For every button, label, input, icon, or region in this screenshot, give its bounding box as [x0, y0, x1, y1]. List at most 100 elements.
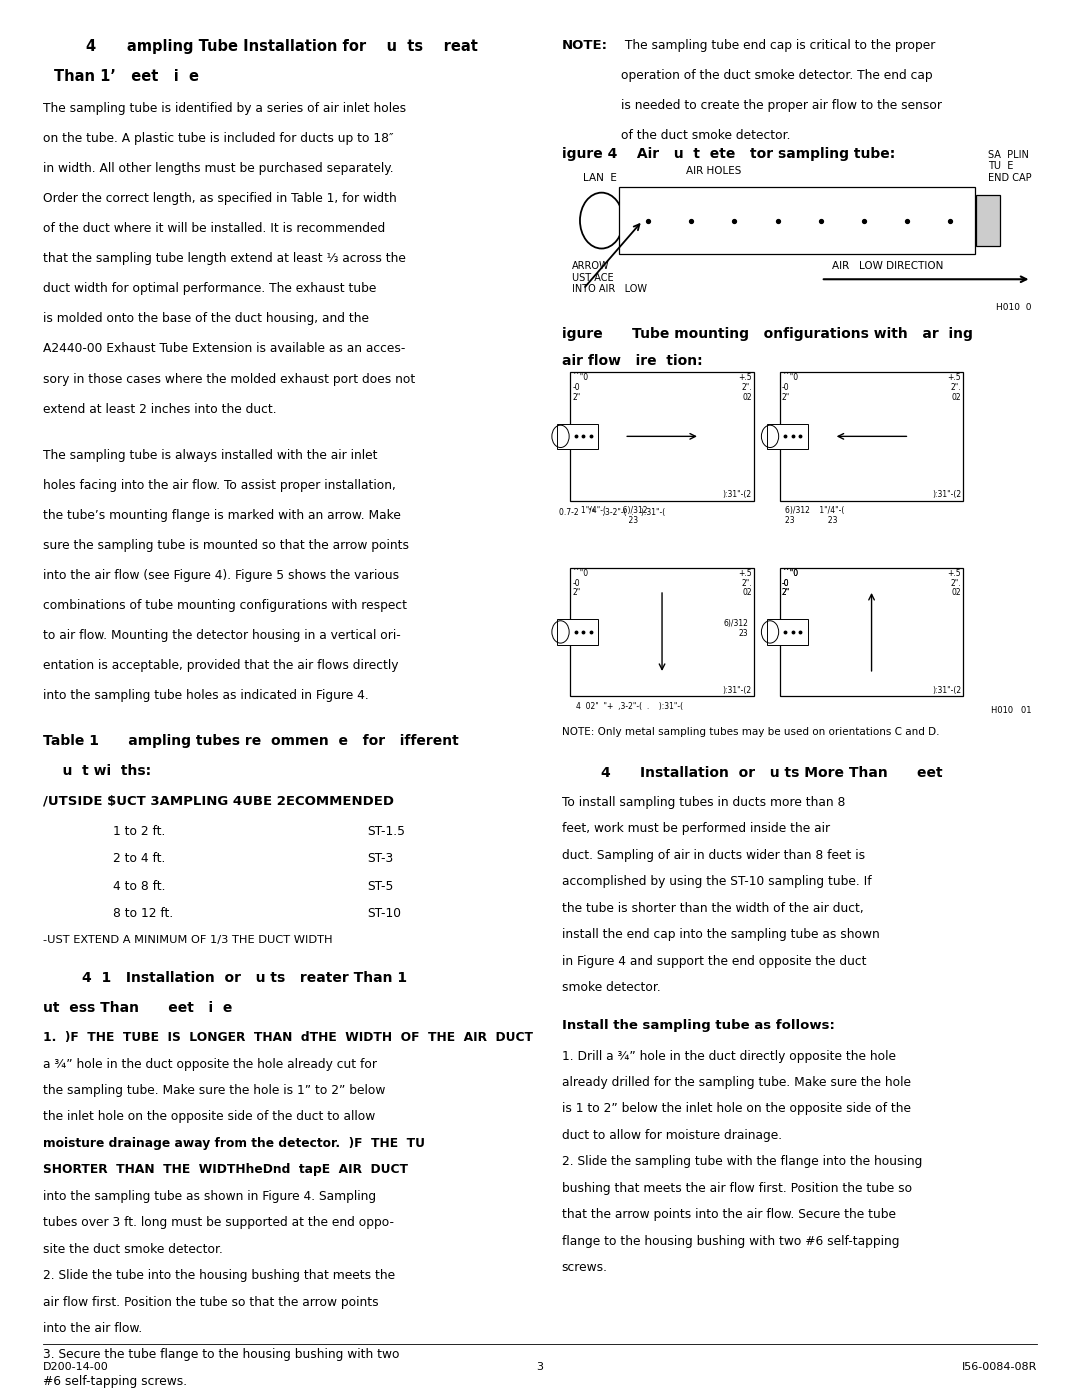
- Text: ):31"-(2: ):31"-(2: [723, 686, 752, 694]
- Text: 0.7-2    "*   ,3-2"-(  .   ):31"-(: 0.7-2 "* ,3-2"-( . ):31"-(: [559, 507, 671, 517]
- Text: the tube’s mounting flange is marked with an arrow. Make: the tube’s mounting flange is marked wit…: [43, 509, 401, 522]
- Text: air flow   ire  tion:: air flow ire tion:: [562, 353, 702, 367]
- Text: on the tube. A plastic tube is included for ducts up to 18″: on the tube. A plastic tube is included …: [43, 133, 394, 145]
- Text: 4  02"  "+  ,3-2"-(  .    ):31"-(: 4 02" "+ ,3-2"-( . ):31"-(: [576, 701, 688, 711]
- Text: that the arrow points into the air flow. Secure the tube: that the arrow points into the air flow.…: [562, 1208, 895, 1221]
- Text: in Figure 4 and support the end opposite the duct: in Figure 4 and support the end opposite…: [562, 954, 866, 968]
- Text: ``"0
-0
2": ``"0 -0 2": [782, 569, 798, 598]
- Text: +.5
2".
02: +.5 2". 02: [738, 569, 752, 598]
- Text: extend at least 2 inches into the duct.: extend at least 2 inches into the duct.: [43, 402, 276, 415]
- Text: sure the sampling tube is mounted so that the arrow points: sure the sampling tube is mounted so tha…: [43, 539, 409, 552]
- Text: #6 self-tapping screws.: #6 self-tapping screws.: [43, 1375, 187, 1387]
- Text: ``"0
-0
2": ``"0 -0 2": [782, 569, 798, 598]
- Text: ):31"-(2: ):31"-(2: [932, 490, 961, 499]
- Bar: [780, 567, 963, 696]
- Text: H010  0: H010 0: [996, 303, 1031, 312]
- Bar: [780, 372, 963, 500]
- Text: ut  ess Than      eet   i  e: ut ess Than eet i e: [43, 1002, 232, 1016]
- Text: ST-1.5: ST-1.5: [367, 824, 405, 838]
- Text: ``"0
-0
2": ``"0 -0 2": [572, 373, 589, 402]
- Text: 6)/312    1"/4"-(
23              23: 6)/312 1"/4"-( 23 23: [785, 506, 845, 525]
- Text: D200-14-00: D200-14-00: [43, 1362, 109, 1372]
- Text: 2 to 4 ft.: 2 to 4 ft.: [113, 852, 165, 865]
- Text: is molded onto the base of the duct housing, and the: is molded onto the base of the duct hous…: [43, 313, 369, 326]
- Text: flange to the housing bushing with two #6 self-tapping: flange to the housing bushing with two #…: [562, 1235, 899, 1248]
- Text: that the sampling tube length extend at least ⅓ across the: that the sampling tube length extend at …: [43, 253, 406, 265]
- Text: of the duct smoke detector.: of the duct smoke detector.: [621, 129, 791, 142]
- Text: +.5
2".
02: +.5 2". 02: [947, 569, 961, 598]
- Text: H010   01: H010 01: [990, 705, 1031, 715]
- Text: The sampling tube is always installed with the air inlet: The sampling tube is always installed wi…: [43, 448, 378, 462]
- Text: ST-3: ST-3: [367, 852, 393, 865]
- Text: 3: 3: [537, 1362, 543, 1372]
- Text: entation is acceptable, provided that the air flows directly: entation is acceptable, provided that th…: [43, 659, 399, 672]
- Bar: [557, 619, 598, 644]
- Text: a ¾” hole in the duct opposite the hole already cut for: a ¾” hole in the duct opposite the hole …: [43, 1058, 377, 1070]
- Text: the inlet hole on the opposite side of the duct to allow: the inlet hole on the opposite side of t…: [43, 1111, 376, 1123]
- Text: moisture drainage away from the detector.  )F  THE  TU: moisture drainage away from the detector…: [43, 1137, 426, 1150]
- Text: 4  1   Installation  or   u ts   reater Than 1: 4 1 Installation or u ts reater Than 1: [43, 971, 407, 985]
- Text: air flow first. Position the tube so that the arrow points: air flow first. Position the tube so tha…: [43, 1295, 379, 1309]
- Text: into the air flow.: into the air flow.: [43, 1322, 143, 1336]
- Text: SA  PLIN
TU  E
END CAP: SA PLIN TU E END CAP: [988, 149, 1031, 183]
- Text: NOTE:: NOTE:: [562, 39, 608, 52]
- Text: 1. Drill a ¾” hole in the duct directly opposite the hole: 1. Drill a ¾” hole in the duct directly …: [562, 1049, 895, 1063]
- Bar: [767, 423, 808, 448]
- Bar: [767, 619, 808, 644]
- Bar: [976, 196, 1000, 246]
- Text: 1.  )F  THE  TUBE  IS  LONGER  THAN  dTHE  WIDTH  OF  THE  AIR  DUCT: 1. )F THE TUBE IS LONGER THAN dTHE WIDTH…: [43, 1031, 534, 1044]
- Text: 2. Slide the tube into the housing bushing that meets the: 2. Slide the tube into the housing bushi…: [43, 1268, 395, 1282]
- Text: ):31"-(2: ):31"-(2: [932, 686, 961, 694]
- Bar: [570, 567, 754, 696]
- Text: into the sampling tube holes as indicated in Figure 4.: into the sampling tube holes as indicate…: [43, 689, 369, 703]
- Text: 1 to 2 ft.: 1 to 2 ft.: [113, 824, 165, 838]
- Text: -UST EXTEND A MINIMUM OF 1/3 THE DUCT WIDTH: -UST EXTEND A MINIMUM OF 1/3 THE DUCT WI…: [43, 935, 333, 946]
- Text: into the air flow (see Figure 4). Figure 5 shows the various: into the air flow (see Figure 4). Figure…: [43, 569, 400, 583]
- Text: bushing that meets the air flow first. Position the tube so: bushing that meets the air flow first. P…: [562, 1182, 912, 1194]
- Text: into the sampling tube as shown in Figure 4. Sampling: into the sampling tube as shown in Figur…: [43, 1190, 376, 1203]
- Text: sory in those cases where the molded exhaust port does not: sory in those cases where the molded exh…: [43, 373, 416, 386]
- Text: The sampling tube end cap is critical to the proper: The sampling tube end cap is critical to…: [621, 39, 935, 52]
- Text: To install sampling tubes in ducts more than 8: To install sampling tubes in ducts more …: [562, 796, 845, 809]
- Text: ):31"-(2: ):31"-(2: [723, 490, 752, 499]
- Text: duct width for optimal performance. The exhaust tube: duct width for optimal performance. The …: [43, 282, 377, 295]
- Text: u  t wi  ths:: u t wi ths:: [43, 764, 151, 778]
- Text: 4      Installation  or   u ts More Than      eet: 4 Installation or u ts More Than eet: [562, 766, 942, 780]
- Text: /UTSIDE $UCT 3AMPLING 4UBE 2ECOMMENDED: /UTSIDE $UCT 3AMPLING 4UBE 2ECOMMENDED: [43, 795, 394, 807]
- Text: accomplished by using the ST-10 sampling tube. If: accomplished by using the ST-10 sampling…: [562, 876, 872, 888]
- Bar: [619, 187, 975, 254]
- Text: 2. Slide the sampling tube with the flange into the housing: 2. Slide the sampling tube with the flan…: [562, 1155, 922, 1168]
- Text: is 1 to 2” below the inlet hole on the opposite side of the: is 1 to 2” below the inlet hole on the o…: [562, 1102, 910, 1115]
- Text: AIR   LOW DIRECTION: AIR LOW DIRECTION: [832, 261, 943, 271]
- Text: 1"/4"-(       6)/312
                    23: 1"/4"-( 6)/312 23: [581, 506, 648, 525]
- Text: smoke detector.: smoke detector.: [562, 981, 660, 995]
- Text: to air flow. Mounting the detector housing in a vertical ori-: to air flow. Mounting the detector housi…: [43, 629, 401, 643]
- Text: SHORTER  THAN  THE  WIDTHheDnd  tapE  AIR  DUCT: SHORTER THAN THE WIDTHheDnd tapE AIR DUC…: [43, 1164, 408, 1176]
- Text: A2440-00 Exhaust Tube Extension is available as an acces-: A2440-00 Exhaust Tube Extension is avail…: [43, 342, 406, 355]
- Text: ``"0
-0
2": ``"0 -0 2": [572, 569, 589, 598]
- Text: the tube is shorter than the width of the air duct,: the tube is shorter than the width of th…: [562, 901, 863, 915]
- Text: feet, work must be performed inside the air: feet, work must be performed inside the …: [562, 823, 829, 835]
- Text: 6)/312
23: 6)/312 23: [724, 619, 748, 638]
- Text: 8 to 12 ft.: 8 to 12 ft.: [113, 908, 174, 921]
- Text: screws.: screws.: [562, 1261, 608, 1274]
- Text: +.5
2".
02: +.5 2". 02: [947, 373, 961, 402]
- Text: already drilled for the sampling tube. Make sure the hole: already drilled for the sampling tube. M…: [562, 1076, 910, 1088]
- Text: site the duct smoke detector.: site the duct smoke detector.: [43, 1243, 224, 1256]
- Text: NOTE: Only metal sampling tubes may be used on orientations C and D.: NOTE: Only metal sampling tubes may be u…: [562, 726, 940, 738]
- Bar: [557, 423, 598, 448]
- Text: Than 1’   eet   i  e: Than 1’ eet i e: [54, 68, 199, 84]
- Text: 3. Secure the tube flange to the housing bushing with two: 3. Secure the tube flange to the housing…: [43, 1348, 400, 1361]
- Text: The sampling tube is identified by a series of air inlet holes: The sampling tube is identified by a ser…: [43, 102, 406, 115]
- Text: Table 1      ampling tubes re  ommen  e   for   ifferent: Table 1 ampling tubes re ommen e for iff…: [43, 735, 459, 749]
- Text: igure      Tube mounting   onfigurations with   ar  ing: igure Tube mounting onfigurations with a…: [562, 327, 972, 341]
- Text: LAN  E: LAN E: [583, 173, 617, 183]
- Text: of the duct where it will be installed. It is recommended: of the duct where it will be installed. …: [43, 222, 386, 235]
- Text: +.5
2".
02: +.5 2". 02: [738, 373, 752, 402]
- Text: in width. All other lengths must be purchased separately.: in width. All other lengths must be purc…: [43, 162, 394, 175]
- Text: Order the correct length, as specified in Table 1, for width: Order the correct length, as specified i…: [43, 193, 397, 205]
- Text: 4 to 8 ft.: 4 to 8 ft.: [113, 880, 166, 893]
- Text: is needed to create the proper air flow to the sensor: is needed to create the proper air flow …: [621, 99, 942, 112]
- Text: igure 4    Air   u  t  ete   tor sampling tube:: igure 4 Air u t ete tor sampling tube:: [562, 147, 895, 161]
- Text: holes facing into the air flow. To assist proper installation,: holes facing into the air flow. To assis…: [43, 479, 396, 492]
